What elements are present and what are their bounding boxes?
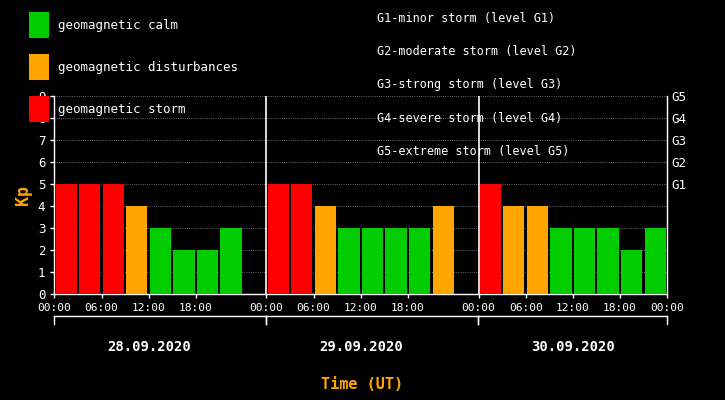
Bar <box>268 184 289 294</box>
Bar <box>339 228 360 294</box>
Text: G5-extreme storm (level G5): G5-extreme storm (level G5) <box>377 145 569 158</box>
Bar <box>409 228 430 294</box>
Bar <box>56 184 77 294</box>
Bar <box>621 250 642 294</box>
Bar <box>126 206 147 294</box>
Bar <box>150 228 171 294</box>
Bar <box>386 228 407 294</box>
Text: 30.09.2020: 30.09.2020 <box>531 340 615 354</box>
Bar <box>197 250 218 294</box>
Bar <box>574 228 595 294</box>
Bar <box>550 228 571 294</box>
Text: geomagnetic disturbances: geomagnetic disturbances <box>58 60 238 74</box>
Text: geomagnetic calm: geomagnetic calm <box>58 18 178 32</box>
Bar <box>79 184 100 294</box>
Bar <box>503 206 524 294</box>
Text: G2-moderate storm (level G2): G2-moderate storm (level G2) <box>377 45 576 58</box>
Bar <box>645 228 666 294</box>
Text: G4-severe storm (level G4): G4-severe storm (level G4) <box>377 112 563 125</box>
Bar <box>480 184 501 294</box>
Bar <box>527 206 548 294</box>
Text: G3-strong storm (level G3): G3-strong storm (level G3) <box>377 78 563 92</box>
Bar <box>220 228 241 294</box>
Text: geomagnetic storm: geomagnetic storm <box>58 102 186 116</box>
Bar <box>173 250 194 294</box>
Bar <box>597 228 618 294</box>
Bar <box>362 228 383 294</box>
Text: 29.09.2020: 29.09.2020 <box>319 340 402 354</box>
Bar <box>315 206 336 294</box>
Y-axis label: Kp: Kp <box>14 185 33 205</box>
Bar <box>103 184 124 294</box>
Text: Time (UT): Time (UT) <box>321 377 404 392</box>
Text: G1-minor storm (level G1): G1-minor storm (level G1) <box>377 12 555 25</box>
Bar <box>291 184 312 294</box>
Text: 28.09.2020: 28.09.2020 <box>107 340 191 354</box>
Bar <box>433 206 454 294</box>
